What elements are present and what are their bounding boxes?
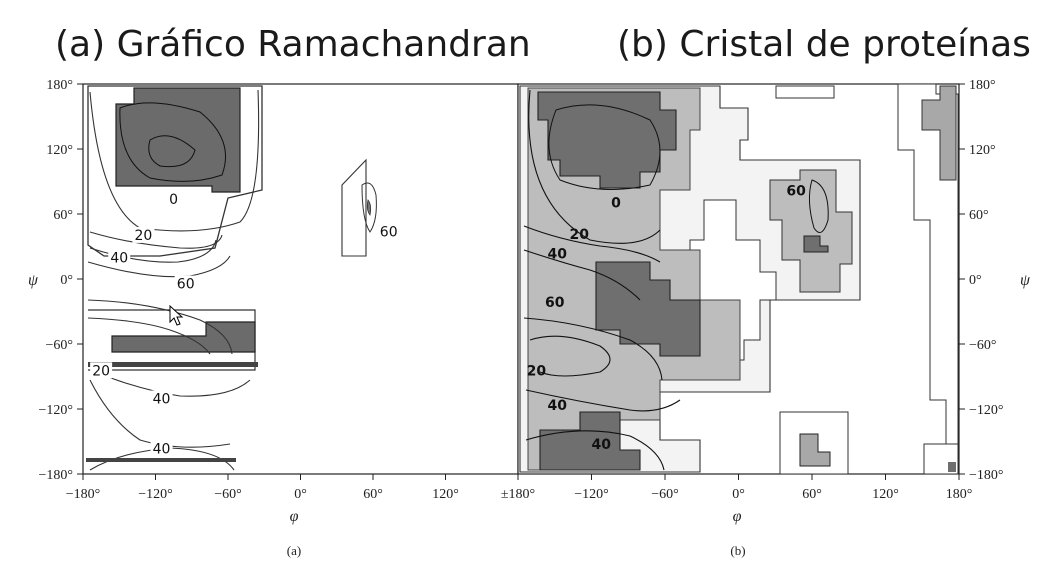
x-tick-label: 60°	[363, 487, 383, 502]
x-tick-label: 0°	[294, 487, 307, 502]
x-tick-label: −120°	[138, 487, 173, 502]
y-tick-label: 0°	[969, 273, 982, 288]
caption-b: (b)	[730, 543, 745, 558]
contour-label: 20	[92, 363, 110, 379]
x-tick-label: 180°	[946, 487, 973, 502]
panel-b: ±180° −120° −60° 0° 60° 120° 180° 180° 120° 60° 0°…	[501, 78, 1004, 502]
contour-line	[87, 299, 233, 355]
contour-label-bg	[377, 223, 400, 240]
contour-label: 20	[527, 363, 547, 379]
panel-a: −180° −120° −60° 0° 60° 120° 180° 120° 60° 0° −60°…	[39, 78, 519, 502]
contour-line	[528, 89, 661, 244]
contour-line	[548, 104, 661, 190]
y-tick-label: 120°	[46, 143, 73, 158]
x-tick-label: −60°	[651, 487, 679, 502]
contour-line	[523, 225, 661, 263]
mouse-cursor-icon	[169, 304, 184, 326]
bottom-band	[86, 458, 236, 462]
alpha-region-band	[88, 362, 258, 367]
y-tick-label: 0°	[60, 273, 73, 288]
contour-line	[523, 317, 663, 381]
x-tick-label: −120°	[574, 487, 609, 502]
contour-label-bg	[174, 275, 197, 292]
ylabel-a: ψ	[28, 272, 39, 289]
contour-label: 40	[110, 251, 128, 267]
contour-label-bg	[150, 440, 173, 457]
contour-label: 40	[547, 246, 567, 262]
contour-label: 40	[153, 441, 171, 457]
contour-line	[148, 135, 196, 168]
contour-line	[523, 249, 641, 301]
alpha-region	[111, 321, 256, 353]
contour-label: 40	[592, 437, 612, 453]
xlabel-a: φ	[290, 508, 299, 525]
x-tick-label: 60°	[802, 487, 822, 502]
y-tick-label: −180°	[39, 468, 74, 483]
contour-label: 20	[570, 227, 590, 243]
contour-label: 20	[135, 228, 153, 244]
y-tick-label: −120°	[39, 403, 74, 418]
x-tick-label: ±180°	[501, 487, 535, 502]
x-tick-label: 120°	[432, 487, 459, 502]
bottom-mid-shaded	[799, 433, 831, 467]
contour-line	[89, 379, 231, 448]
contour-label-bg	[90, 362, 113, 379]
contour-line	[87, 317, 211, 355]
contour-label: 40	[547, 398, 567, 414]
y-tick-label: 60°	[53, 208, 73, 223]
contour-line	[119, 102, 226, 182]
x-tick-label: −180°	[66, 487, 101, 502]
contour-label-bg	[150, 390, 173, 407]
contour-line	[529, 335, 611, 377]
contour-label: 60	[545, 295, 565, 311]
x-tick-label: −60°	[214, 487, 242, 502]
contour-label: 60	[177, 277, 195, 293]
contour-label: 60	[786, 184, 806, 200]
contour-label: 60	[380, 225, 398, 241]
right-edge-shaded	[921, 85, 957, 181]
y-tick-label: 180°	[969, 78, 996, 93]
small-region-top	[775, 85, 835, 99]
left-helix-outline	[341, 158, 367, 257]
x-tick-label: 120°	[872, 487, 899, 502]
bottom-region	[539, 411, 641, 471]
left-helix-core	[366, 199, 372, 216]
contour-label: 0	[611, 195, 621, 211]
contour-line	[525, 389, 681, 412]
beta-region	[115, 87, 241, 193]
contour-line	[525, 430, 665, 471]
caption-a: (a)	[287, 543, 301, 558]
bottom-right-core	[948, 462, 956, 472]
title-b: (b) Cristal de proteínas	[617, 24, 1031, 65]
title-a: (a) Gráfico Ramachandran	[55, 24, 531, 65]
left-helix-contour	[808, 179, 829, 233]
y-tick-label: −60°	[969, 338, 997, 353]
contour-label-bg	[108, 249, 131, 266]
left-helix-contour	[361, 182, 377, 233]
y-tick-label: −180°	[969, 468, 1004, 483]
y-tick-label: 180°	[46, 78, 73, 93]
ylabel-b: ψ	[1020, 272, 1031, 289]
contour-label-bg	[132, 226, 155, 243]
y-tick-label: 60°	[969, 208, 989, 223]
contour-label-bg	[162, 191, 185, 208]
x-tick-label: 0°	[732, 487, 745, 502]
y-tick-label: −60°	[46, 338, 74, 353]
left-helix-core	[803, 235, 829, 253]
contour-line	[94, 371, 251, 397]
contour-label: 0	[169, 192, 178, 208]
contour-line	[89, 89, 260, 232]
y-tick-label: −120°	[969, 403, 1004, 418]
contour-label: 40	[153, 392, 171, 408]
xlabel-b: φ	[733, 508, 742, 525]
y-tick-label: 120°	[969, 143, 996, 158]
left-helix-region	[769, 169, 853, 293]
